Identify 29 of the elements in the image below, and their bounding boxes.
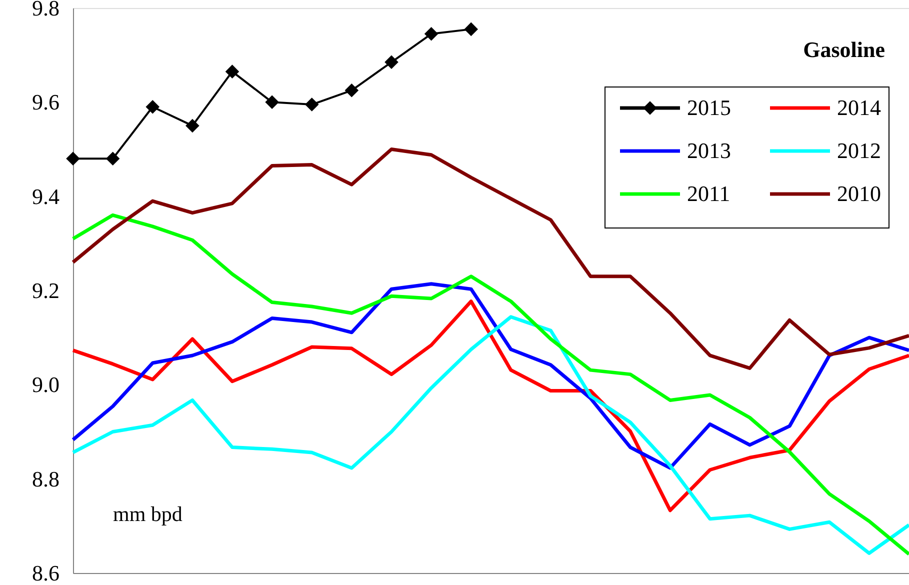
point: [464, 22, 478, 36]
y-tick-label: 9.8: [32, 0, 60, 20]
y-tick-label: 9.4: [32, 184, 60, 209]
legend-label: 2012: [837, 138, 881, 163]
line-series: [71, 315, 909, 555]
y-tick-label: 9.6: [32, 90, 60, 115]
legend-label: 2010: [837, 181, 881, 206]
point: [384, 55, 398, 70]
legend-label: 2015: [687, 95, 731, 120]
point: [265, 95, 279, 110]
point: [424, 27, 438, 41]
y-tick-label: 8.6: [32, 560, 60, 585]
y-tick-label: 8.8: [32, 466, 60, 492]
point: [304, 98, 319, 112]
legend-label: 2013: [687, 138, 731, 163]
point: [146, 100, 160, 114]
legend-label: 2011: [687, 181, 730, 206]
point: [225, 64, 240, 78]
point: [344, 84, 359, 98]
annotation: mm bpd: [113, 502, 183, 526]
y-tick-label: 9.0: [32, 372, 60, 398]
text: Gasoline: [803, 37, 886, 62]
point: [106, 152, 120, 166]
legend-label: 2014: [837, 95, 881, 120]
y-tick-label: 9.2: [32, 278, 60, 303]
line-series: [71, 213, 909, 556]
line-series: [71, 282, 909, 470]
point: [66, 152, 80, 166]
point: [186, 118, 200, 133]
